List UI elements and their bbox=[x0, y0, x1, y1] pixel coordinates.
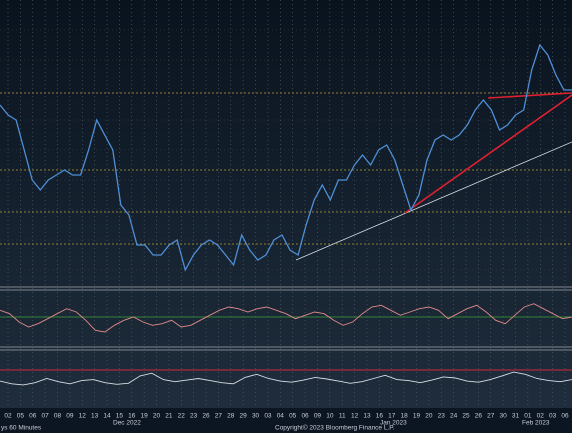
x-tick-label: 20 bbox=[153, 413, 161, 420]
x-tick-label: 30 bbox=[252, 413, 260, 420]
panel-separators bbox=[0, 286, 572, 351]
x-tick-label: 12 bbox=[79, 413, 87, 420]
series-line bbox=[0, 371, 572, 386]
plot-background bbox=[0, 0, 572, 408]
grid bbox=[0, 0, 572, 408]
x-tick-label: 04 bbox=[277, 413, 285, 420]
trend-line bbox=[295, 141, 572, 261]
x-tick-label: 26 bbox=[475, 413, 483, 420]
x-tick-label: 12 bbox=[351, 413, 359, 420]
x-tick-label: 30 bbox=[499, 413, 507, 420]
x-tick-label: 11 bbox=[339, 413, 346, 420]
month-label: Dec 2022 bbox=[113, 420, 141, 427]
x-tick-label: 09 bbox=[314, 413, 322, 420]
x-tick-label: 05 bbox=[289, 413, 297, 420]
month-label: Feb 2023 bbox=[522, 420, 550, 427]
x-tick-label: 28 bbox=[227, 413, 235, 420]
x-tick-label: 19 bbox=[141, 413, 149, 420]
x-tick-label: 07 bbox=[42, 413, 50, 420]
axis-background bbox=[0, 408, 572, 433]
x-tick-label: 15 bbox=[116, 413, 124, 420]
x-tick-label: 05 bbox=[17, 413, 25, 420]
series-line bbox=[0, 303, 572, 333]
x-tick-label: 27 bbox=[487, 413, 495, 420]
x-tick-label: 18 bbox=[400, 413, 408, 420]
x-tick-label: 02 bbox=[537, 413, 545, 420]
x-tick-label: 02 bbox=[4, 413, 12, 420]
x-tick-label: 14 bbox=[103, 413, 111, 420]
trend-annotations bbox=[404, 92, 572, 214]
x-tick-label: 17 bbox=[388, 413, 396, 420]
copyright: Copyright© 2023 Bloomberg Finance L.P. bbox=[275, 424, 395, 432]
x-tick-label: 13 bbox=[91, 413, 99, 420]
x-tick-label: 25 bbox=[462, 413, 470, 420]
x-tick-label: 21 bbox=[165, 413, 173, 420]
x-tick-label: 20 bbox=[425, 413, 433, 420]
period-label: ys 60 Minutes bbox=[1, 425, 42, 432]
x-tick-label: 06 bbox=[29, 413, 37, 420]
x-tick-label: 03 bbox=[549, 413, 557, 420]
x-tick-label: 06 bbox=[561, 413, 569, 420]
series-line bbox=[0, 43, 572, 272]
x-tick-label: 23 bbox=[190, 413, 198, 420]
x-tick-label: 01 bbox=[524, 413, 532, 420]
x-tick-label: 16 bbox=[376, 413, 384, 420]
x-tick-label: 10 bbox=[326, 413, 334, 420]
month-label: Jan 2023 bbox=[380, 420, 407, 427]
x-tick-label: 13 bbox=[363, 413, 371, 420]
x-tick-label: 24 bbox=[450, 413, 458, 420]
x-tick-label: 08 bbox=[54, 413, 62, 420]
x-tick-label: 16 bbox=[128, 413, 136, 420]
x-tick-label: 27 bbox=[215, 413, 223, 420]
x-tick-label: 19 bbox=[413, 413, 421, 420]
x-tick-label: 22 bbox=[178, 413, 186, 420]
x-tick-label: 23 bbox=[438, 413, 446, 420]
x-tick-label: 03 bbox=[264, 413, 272, 420]
level-lines bbox=[0, 92, 572, 245]
x-tick-label: 09 bbox=[66, 413, 74, 420]
x-tick-label: 26 bbox=[202, 413, 210, 420]
x-tick-label: 06 bbox=[301, 413, 309, 420]
x-tick-label: 29 bbox=[240, 413, 248, 420]
marks bbox=[0, 43, 572, 386]
x-tick-label: 31 bbox=[512, 413, 520, 420]
